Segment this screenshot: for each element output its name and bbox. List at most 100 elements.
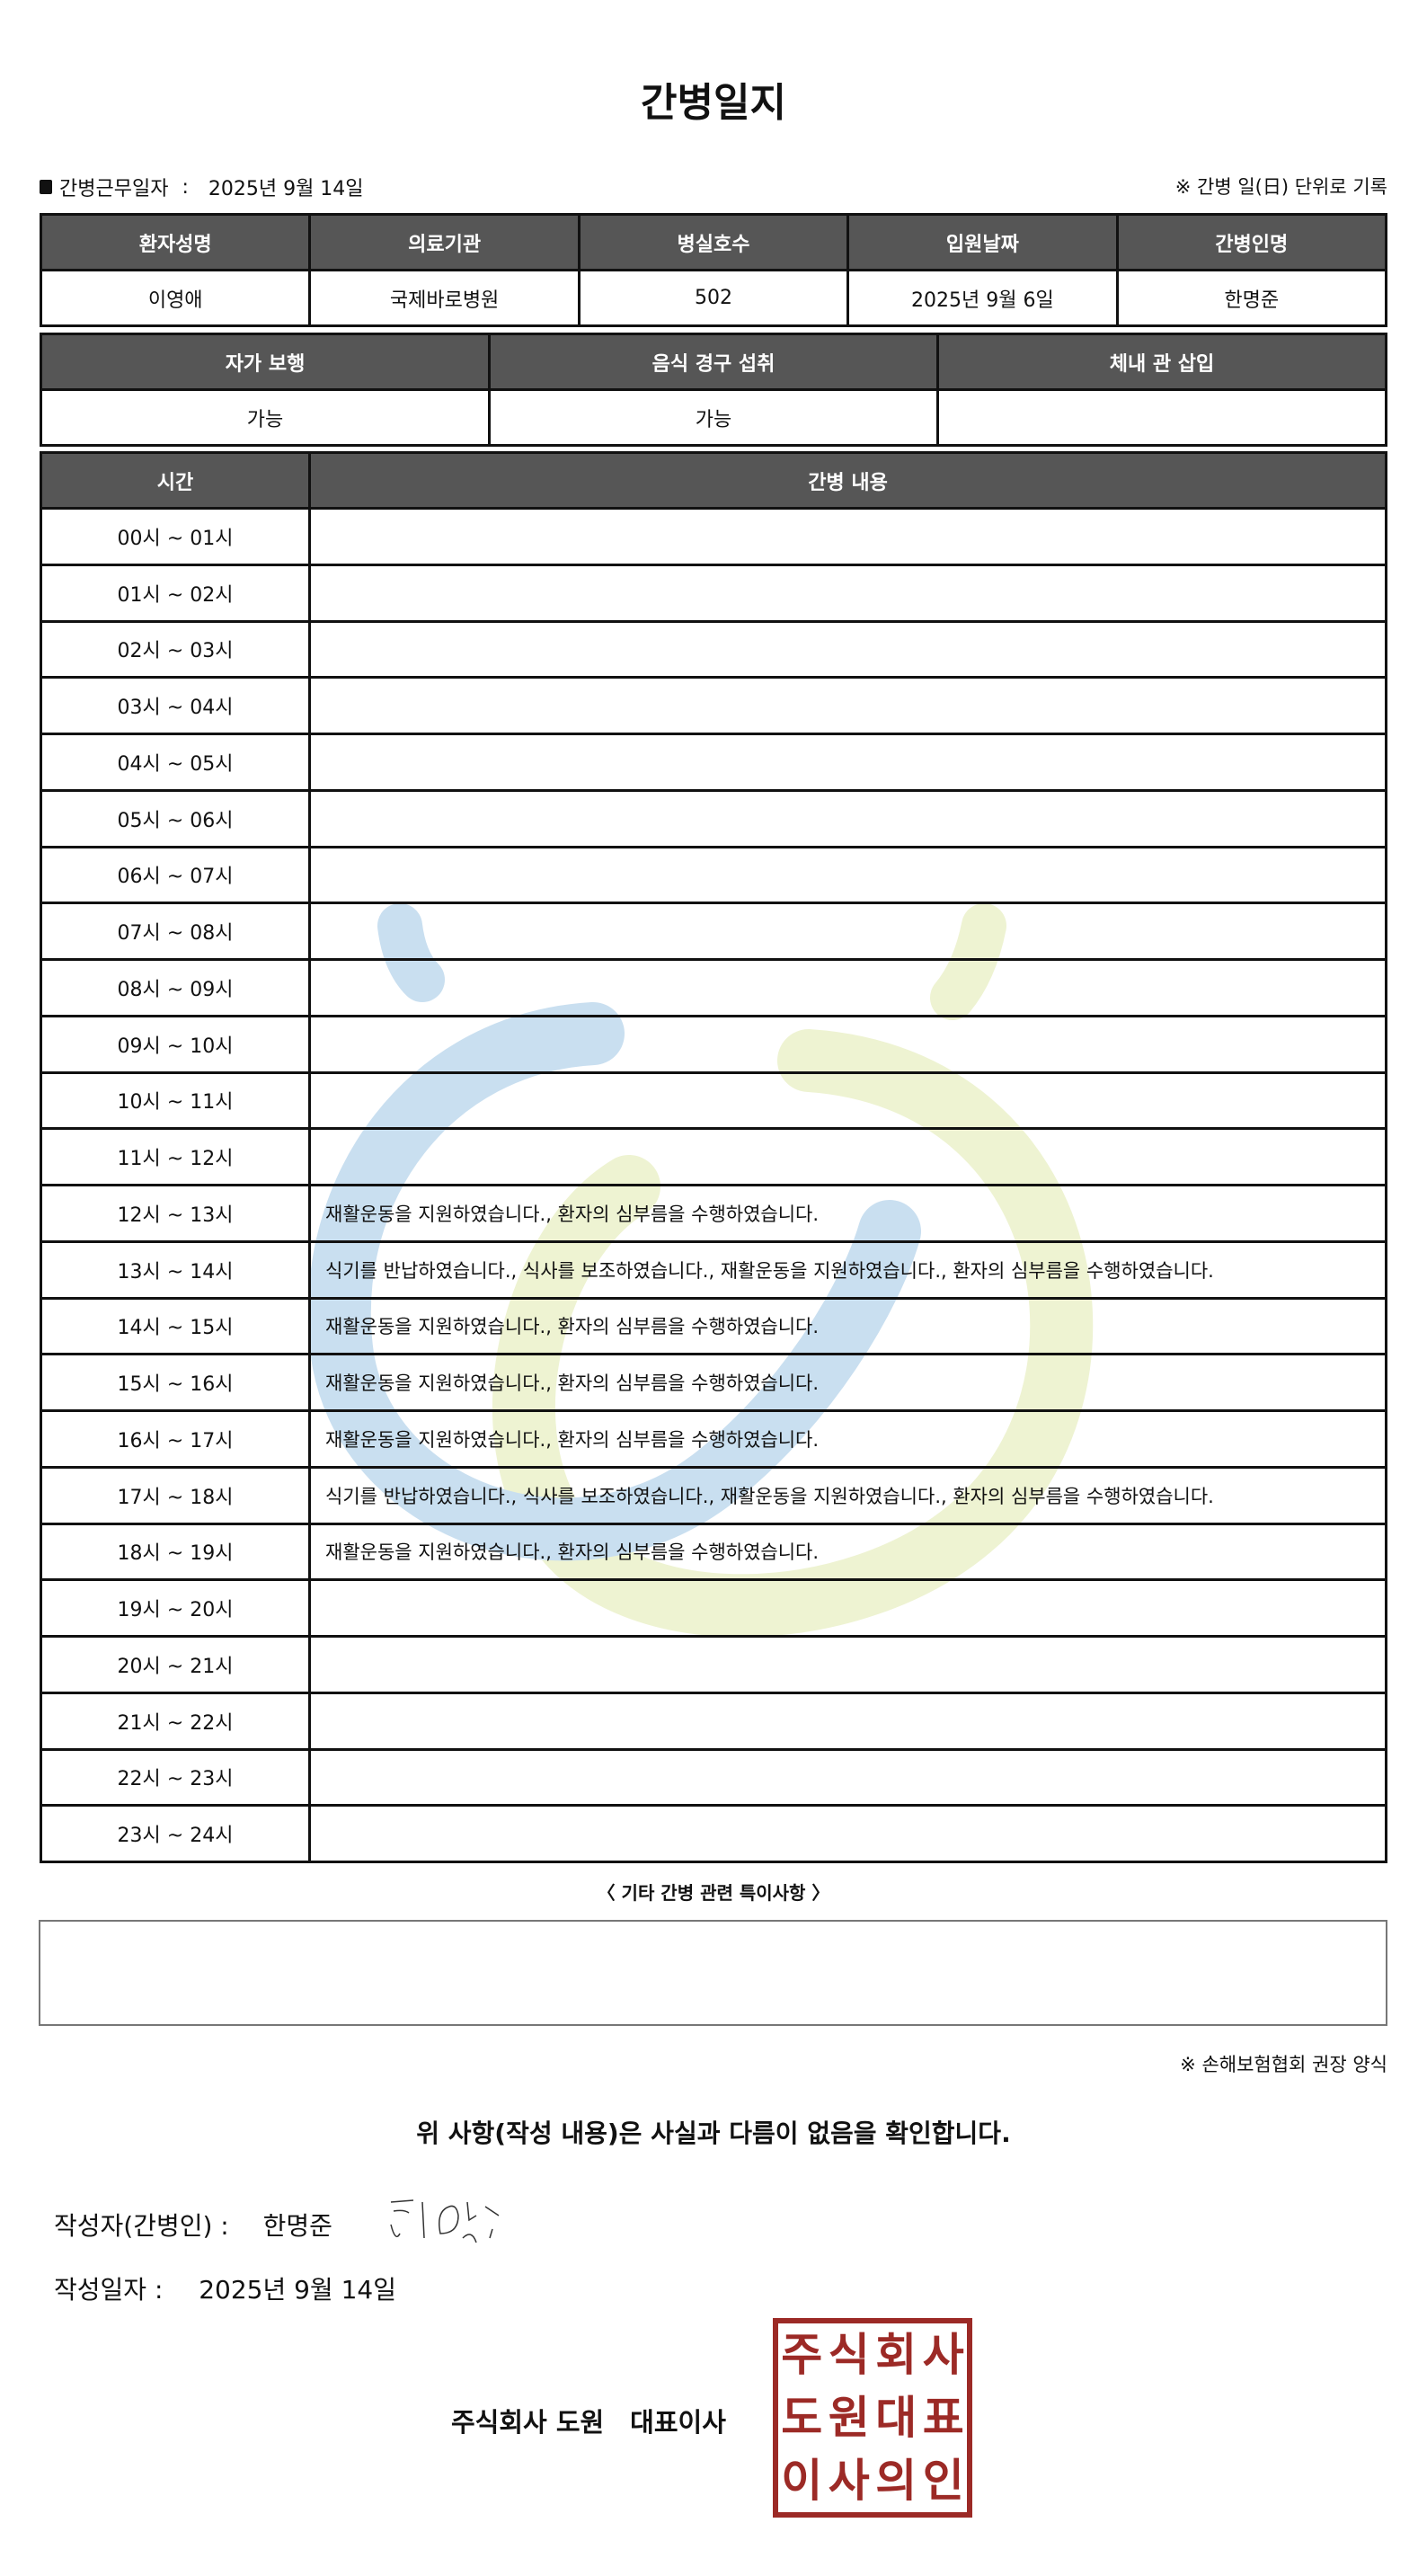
written-date-line: 작성일자 : 2025년 9월 14일 [54, 2270, 396, 2306]
table-row: 10시 ~ 11시 [40, 1070, 1387, 1131]
stamp-glyph: 이 [781, 2455, 823, 2507]
table-row: 19시 ~ 20시 [40, 1578, 1387, 1638]
stamp-glyph: 식 [828, 2329, 870, 2381]
care-content: 식기를 반납하였습니다., 식사를 보조하였습니다., 재활운동을 지원하였습니… [308, 1465, 1387, 1525]
time-slot: 16시 ~ 17시 [40, 1409, 311, 1469]
header-content: 간병 내용 [308, 451, 1387, 510]
table-row: 16시 ~ 17시 재활운동을 지원하였습니다., 환자의 심부름을 수행하였습니… [40, 1409, 1387, 1469]
table-row: 15시 ~ 16시 재활운동을 지원하였습니다., 환자의 심부름을 수행하였습니… [40, 1353, 1387, 1412]
table-row: 03시 ~ 04시 [40, 676, 1387, 735]
time-slot: 00시 ~ 01시 [40, 507, 311, 566]
date-label: 작성일자 : [54, 2275, 164, 2305]
writer-label: 작성자(간병인) : [54, 2211, 229, 2241]
table-row: 00시 ~ 01시 [40, 507, 1387, 566]
time-slot: 09시 ~ 10시 [40, 1014, 311, 1074]
time-slot: 04시 ~ 05시 [40, 733, 311, 792]
writer-name: 한명준 [262, 2211, 332, 2241]
stamp-glyph: 인 [922, 2455, 964, 2507]
care-log-table: 시간 간병 내용 00시 ~ 01시 01시 ~ 02시 02시 ~ 03시 03시 … [40, 451, 1387, 1863]
writer-line: 작성자(간병인) : 한명준 [54, 2207, 332, 2243]
care-content: 재활운동을 지원하였습니다., 환자의 심부름을 수행하였습니다. [308, 1184, 1387, 1243]
stamp-glyph: 대 [875, 2392, 917, 2444]
notes-box [39, 1920, 1387, 2026]
care-content [308, 958, 1387, 1017]
time-slot: 18시 ~ 19시 [40, 1522, 311, 1582]
notes-label: 〈 기타 간병 관련 특이사항 〉 [597, 1882, 830, 1904]
header-admission-date: 입원날짜 [846, 213, 1119, 271]
company-representative: 주식회사 도원 대표이사 [451, 2407, 726, 2438]
care-content [308, 563, 1387, 623]
care-content [308, 845, 1387, 905]
table-row: 11시 ~ 12시 [40, 1127, 1387, 1186]
caregiver: 한명준 [1115, 269, 1388, 327]
care-content [308, 1804, 1387, 1863]
table-row: 23시 ~ 24시 [40, 1804, 1387, 1863]
date-value: 2025년 9월 14일 [199, 2275, 396, 2305]
confirmation-statement: 위 사항(작성 내용)은 사실과 다름이 없음을 확인합니다. [416, 2119, 1011, 2148]
care-content [308, 619, 1387, 680]
care-content [308, 1747, 1387, 1808]
care-content [308, 902, 1387, 961]
stamp-glyph: 도 [781, 2392, 823, 2444]
colon: : [175, 175, 201, 199]
care-content [308, 1014, 1387, 1074]
time-slot: 20시 ~ 21시 [40, 1635, 311, 1694]
time-slot: 07시 ~ 08시 [40, 902, 311, 961]
time-slot: 05시 ~ 06시 [40, 788, 311, 848]
stamp-glyph: 의 [875, 2455, 917, 2507]
time-slot: 19시 ~ 20시 [40, 1578, 311, 1638]
table-row: 17시 ~ 18시 식기를 반납하였습니다., 식사를 보조하였습니다., 재활운… [40, 1465, 1387, 1525]
tube [936, 388, 1387, 447]
care-content [308, 788, 1387, 848]
work-date-label: 간병근무일자 [59, 178, 169, 200]
table-row: 12시 ~ 13시 재활운동을 지원하였습니다., 환자의 심부름을 수행하였습니… [40, 1184, 1387, 1243]
time-slot: 15시 ~ 16시 [40, 1353, 311, 1412]
table-row: 04시 ~ 05시 [40, 733, 1387, 792]
table-row: 22시 ~ 23시 [40, 1747, 1387, 1808]
care-content [308, 1127, 1387, 1186]
work-date-value: 2025년 9월 14일 [208, 178, 364, 200]
care-content [308, 733, 1387, 792]
status-table: 자가 보행 음식 경구 섭취 체내 관 삽입 가능 가능 [40, 333, 1387, 447]
table-row: 21시 ~ 22시 [40, 1691, 1387, 1751]
form-note: ※ 손해보험협회 권장 양식 [1180, 2054, 1387, 2075]
header-tube: 체내 관 삽입 [936, 333, 1387, 391]
table-row: 14시 ~ 15시 재활운동을 지원하였습니다., 환자의 심부름을 수행하였습니… [40, 1296, 1387, 1356]
stamp-glyph: 회 [875, 2329, 917, 2381]
care-content: 재활운동을 지원하였습니다., 환자의 심부름을 수행하였습니다. [308, 1522, 1387, 1582]
time-slot: 23시 ~ 24시 [40, 1804, 311, 1863]
header-time: 시간 [40, 451, 311, 510]
room: 502 [577, 269, 850, 327]
header-oral-intake: 음식 경구 섭취 [488, 333, 939, 391]
time-slot: 08시 ~ 09시 [40, 958, 311, 1017]
time-slot: 02시 ~ 03시 [40, 619, 311, 680]
care-content [308, 1635, 1387, 1694]
table-row: 20시 ~ 21시 [40, 1635, 1387, 1694]
header-room: 병실호수 [577, 213, 850, 271]
table-row: 18시 ~ 19시 재활운동을 지원하였습니다., 환자의 심부름을 수행하였습니… [40, 1522, 1387, 1582]
hospital: 국제바로병원 [308, 269, 581, 327]
page-title: 간병일지 [641, 80, 786, 126]
care-content: 재활운동을 지원하였습니다., 환자의 심부름을 수행하였습니다. [308, 1353, 1387, 1412]
square-bullet-icon [40, 180, 52, 194]
care-content: 재활운동을 지원하였습니다., 환자의 심부름을 수행하였습니다. [308, 1409, 1387, 1469]
stamp-glyph: 사 [828, 2455, 870, 2507]
stamp-glyph: 사 [922, 2329, 964, 2381]
time-slot: 17시 ~ 18시 [40, 1465, 311, 1525]
care-content [308, 676, 1387, 735]
time-slot: 11시 ~ 12시 [40, 1127, 311, 1186]
table-row: 13시 ~ 14시 식기를 반납하였습니다., 식사를 보조하였습니다., 재활운… [40, 1239, 1387, 1300]
table-row: 09시 ~ 10시 [40, 1014, 1387, 1074]
table-row: 06시 ~ 07시 [40, 845, 1387, 905]
care-content [308, 1691, 1387, 1751]
header-patient-name: 환자성명 [39, 213, 312, 271]
care-content [308, 1070, 1387, 1131]
stamp-glyph: 원 [828, 2392, 870, 2444]
care-content: 재활운동을 지원하였습니다., 환자의 심부름을 수행하였습니다. [308, 1296, 1387, 1356]
time-slot: 21시 ~ 22시 [40, 1691, 311, 1751]
header-walking: 자가 보행 [40, 333, 491, 391]
care-content: 식기를 반납하였습니다., 식사를 보조하였습니다., 재활운동을 지원하였습니… [308, 1239, 1387, 1300]
time-slot: 13시 ~ 14시 [40, 1239, 311, 1300]
oral-intake: 가능 [488, 388, 939, 447]
